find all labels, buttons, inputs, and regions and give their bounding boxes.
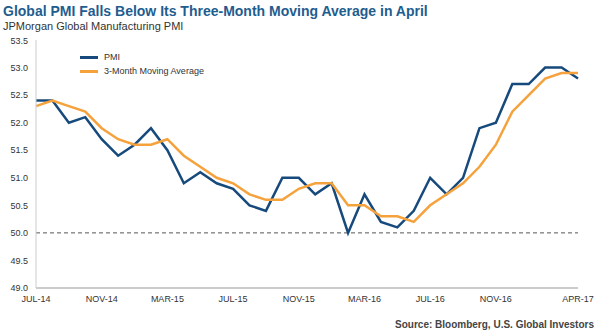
html-text:Source: Bloomberg, U.S. Global: Source: Bloomberg, U.S. Global Investors xyxy=(395,319,594,330)
svg-text:JUL-15: JUL-15 xyxy=(219,294,248,304)
svg-text:JUL-14: JUL-14 xyxy=(21,294,50,304)
svg-text:53.5: 53.5 xyxy=(10,36,28,46)
svg-text:49.0: 49.0 xyxy=(10,283,28,293)
svg-text:50.5: 50.5 xyxy=(10,201,28,211)
svg-text:MAR-15: MAR-15 xyxy=(151,294,184,304)
svg-text:MAR-16: MAR-16 xyxy=(348,294,381,304)
svg-text:50.0: 50.0 xyxy=(10,228,28,238)
html-text:3-Month Moving Average: 3-Month Moving Average xyxy=(104,66,204,76)
svg-text:52.5: 52.5 xyxy=(10,90,28,100)
svg-text:NOV-16: NOV-16 xyxy=(480,294,512,304)
svg-text:51.0: 51.0 xyxy=(10,173,28,183)
svg-text:NOV-14: NOV-14 xyxy=(86,294,118,304)
html-text:Global PMI Falls Below Its Thr: Global PMI Falls Below Its Three-Month M… xyxy=(3,3,428,19)
svg-text:NOV-15: NOV-15 xyxy=(283,294,315,304)
svg-text:APR-17: APR-17 xyxy=(562,294,592,304)
svg-text:51.5: 51.5 xyxy=(10,145,28,155)
svg-text:49.5: 49.5 xyxy=(10,256,28,266)
svg-text:52.0: 52.0 xyxy=(10,118,28,128)
svg-text:53.0: 53.0 xyxy=(10,63,28,73)
html-text:PMI: PMI xyxy=(104,52,120,62)
html-text:JPMorgan Global Manufacturing: JPMorgan Global Manufacturing PMI xyxy=(3,20,184,32)
svg-text:JUL-16: JUL-16 xyxy=(416,294,445,304)
